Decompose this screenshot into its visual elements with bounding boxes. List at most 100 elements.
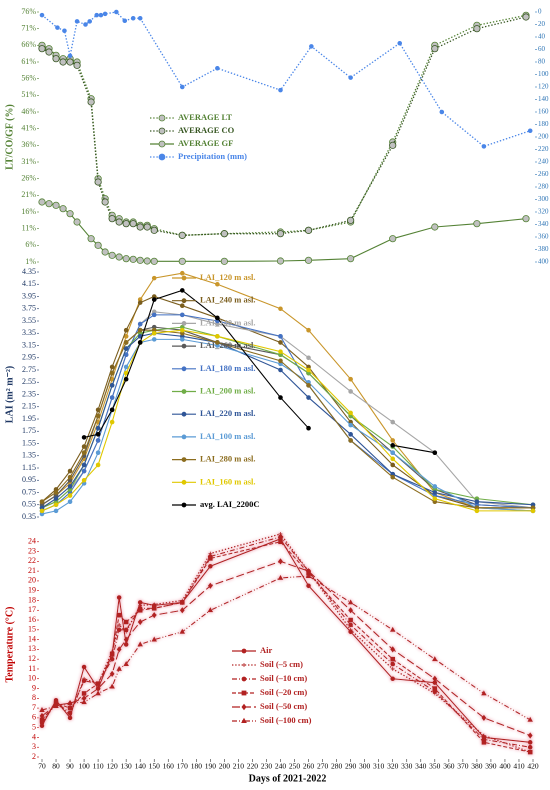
x-tick-label: 250 <box>289 762 301 771</box>
marker <box>109 395 115 400</box>
series-line <box>41 14 527 236</box>
marker <box>431 223 439 231</box>
y-tick-label: 21% <box>21 190 36 199</box>
marker <box>136 256 144 264</box>
y2-tick-label: 140 <box>538 95 549 103</box>
marker <box>67 493 73 498</box>
marker <box>109 670 115 677</box>
legend-label: Soil (–20 cm) <box>260 687 307 697</box>
marker <box>277 574 284 580</box>
x-tick-label: 140 <box>135 762 147 771</box>
y2-tick-label: 180 <box>538 120 549 128</box>
x-tick-label: 270 <box>317 762 329 771</box>
marker <box>122 255 130 263</box>
marker <box>348 422 353 428</box>
x-tick-label: 350 <box>429 762 441 771</box>
marker <box>130 15 136 21</box>
y-tick-label: 56% <box>21 73 36 82</box>
marker <box>179 607 185 614</box>
marker <box>179 628 186 634</box>
marker <box>348 607 354 614</box>
marker <box>87 19 92 24</box>
marker <box>137 641 143 647</box>
marker <box>95 425 101 431</box>
marker <box>38 45 46 53</box>
y-tick-label: 3.95 <box>22 291 36 300</box>
panel: 0.35 0.55 0.75 0.95 1.15 1.35 1.55 1.75 1.95 2.15… <box>4 267 536 521</box>
marker <box>116 612 122 618</box>
marker <box>390 661 396 667</box>
marker <box>390 419 396 425</box>
y-tick-label: 10 <box>28 674 36 683</box>
y2-tick-label: 120 <box>538 83 549 91</box>
marker <box>123 627 129 633</box>
marker <box>389 141 397 149</box>
y-tick-label: 17 <box>28 605 36 614</box>
marker <box>151 297 157 302</box>
marker <box>431 45 439 53</box>
marker <box>348 627 353 632</box>
marker <box>116 595 122 600</box>
marker <box>241 690 247 696</box>
marker <box>122 18 128 24</box>
marker <box>278 306 283 312</box>
marker <box>241 717 247 723</box>
marker <box>220 230 228 238</box>
legend-label: LAI_100 m asl. <box>200 431 256 441</box>
legend-label: avg. LAI_2200C <box>200 499 260 509</box>
y2-tick-label: 360 <box>538 233 549 241</box>
marker <box>109 656 115 662</box>
legend-label: LAI_220 m asl. <box>200 408 256 418</box>
y-tick-label: 1.35 <box>22 451 36 460</box>
marker <box>390 656 396 662</box>
marker <box>137 618 143 626</box>
marker <box>87 98 95 106</box>
x-tick-label: 360 <box>443 762 455 771</box>
marker <box>39 508 45 514</box>
x-tick-label: 110 <box>93 762 104 771</box>
y-axis-label: LT/CO/GF (%) <box>4 104 15 170</box>
marker <box>123 364 129 370</box>
marker <box>432 450 438 455</box>
marker <box>98 12 104 18</box>
marker <box>53 508 59 514</box>
marker <box>102 11 108 17</box>
marker <box>67 499 73 504</box>
y-tick-label: 21 <box>28 566 36 575</box>
marker <box>81 477 87 483</box>
y-tick-label: 2 <box>32 752 36 761</box>
marker <box>390 667 395 671</box>
y-tick-label: 4 <box>32 732 36 741</box>
y2-tick-label: 400 <box>538 258 549 266</box>
y-axis-label: LAI (m² m⁻²) <box>4 366 15 423</box>
y-tick-label: 22 <box>28 556 36 565</box>
legend-label: Soil (–50 cm) <box>260 701 307 711</box>
marker <box>67 705 73 711</box>
x-tick-label: 320 <box>387 762 399 771</box>
marker <box>81 691 87 696</box>
marker <box>220 257 228 265</box>
marker <box>181 434 187 440</box>
series-line <box>41 272 534 512</box>
y-tick-label: 1.95 <box>22 414 36 423</box>
y-tick-label: 1% <box>25 257 36 266</box>
legend-label: Soil (–5 cm) <box>260 659 303 669</box>
marker <box>278 349 283 354</box>
marker <box>137 607 143 613</box>
legend-label: LAI_280 m asl. <box>200 454 256 464</box>
y-tick-label: 8 <box>32 693 36 702</box>
y-tick-label: 14 <box>28 634 36 643</box>
marker <box>52 55 60 63</box>
marker <box>304 226 313 234</box>
y-tick-label: 31% <box>21 157 36 166</box>
x-tick-label: 130 <box>121 762 133 771</box>
marker <box>348 432 353 437</box>
marker <box>151 636 157 642</box>
marker <box>207 607 214 613</box>
x-tick-label: 90 <box>66 762 74 771</box>
y2-tick-label: 280 <box>538 183 549 191</box>
marker <box>151 330 157 336</box>
legend: Air Soil (–5 cm) Soil (–10 cm) Soil (–20 cm… <box>232 645 312 725</box>
marker <box>181 320 187 326</box>
